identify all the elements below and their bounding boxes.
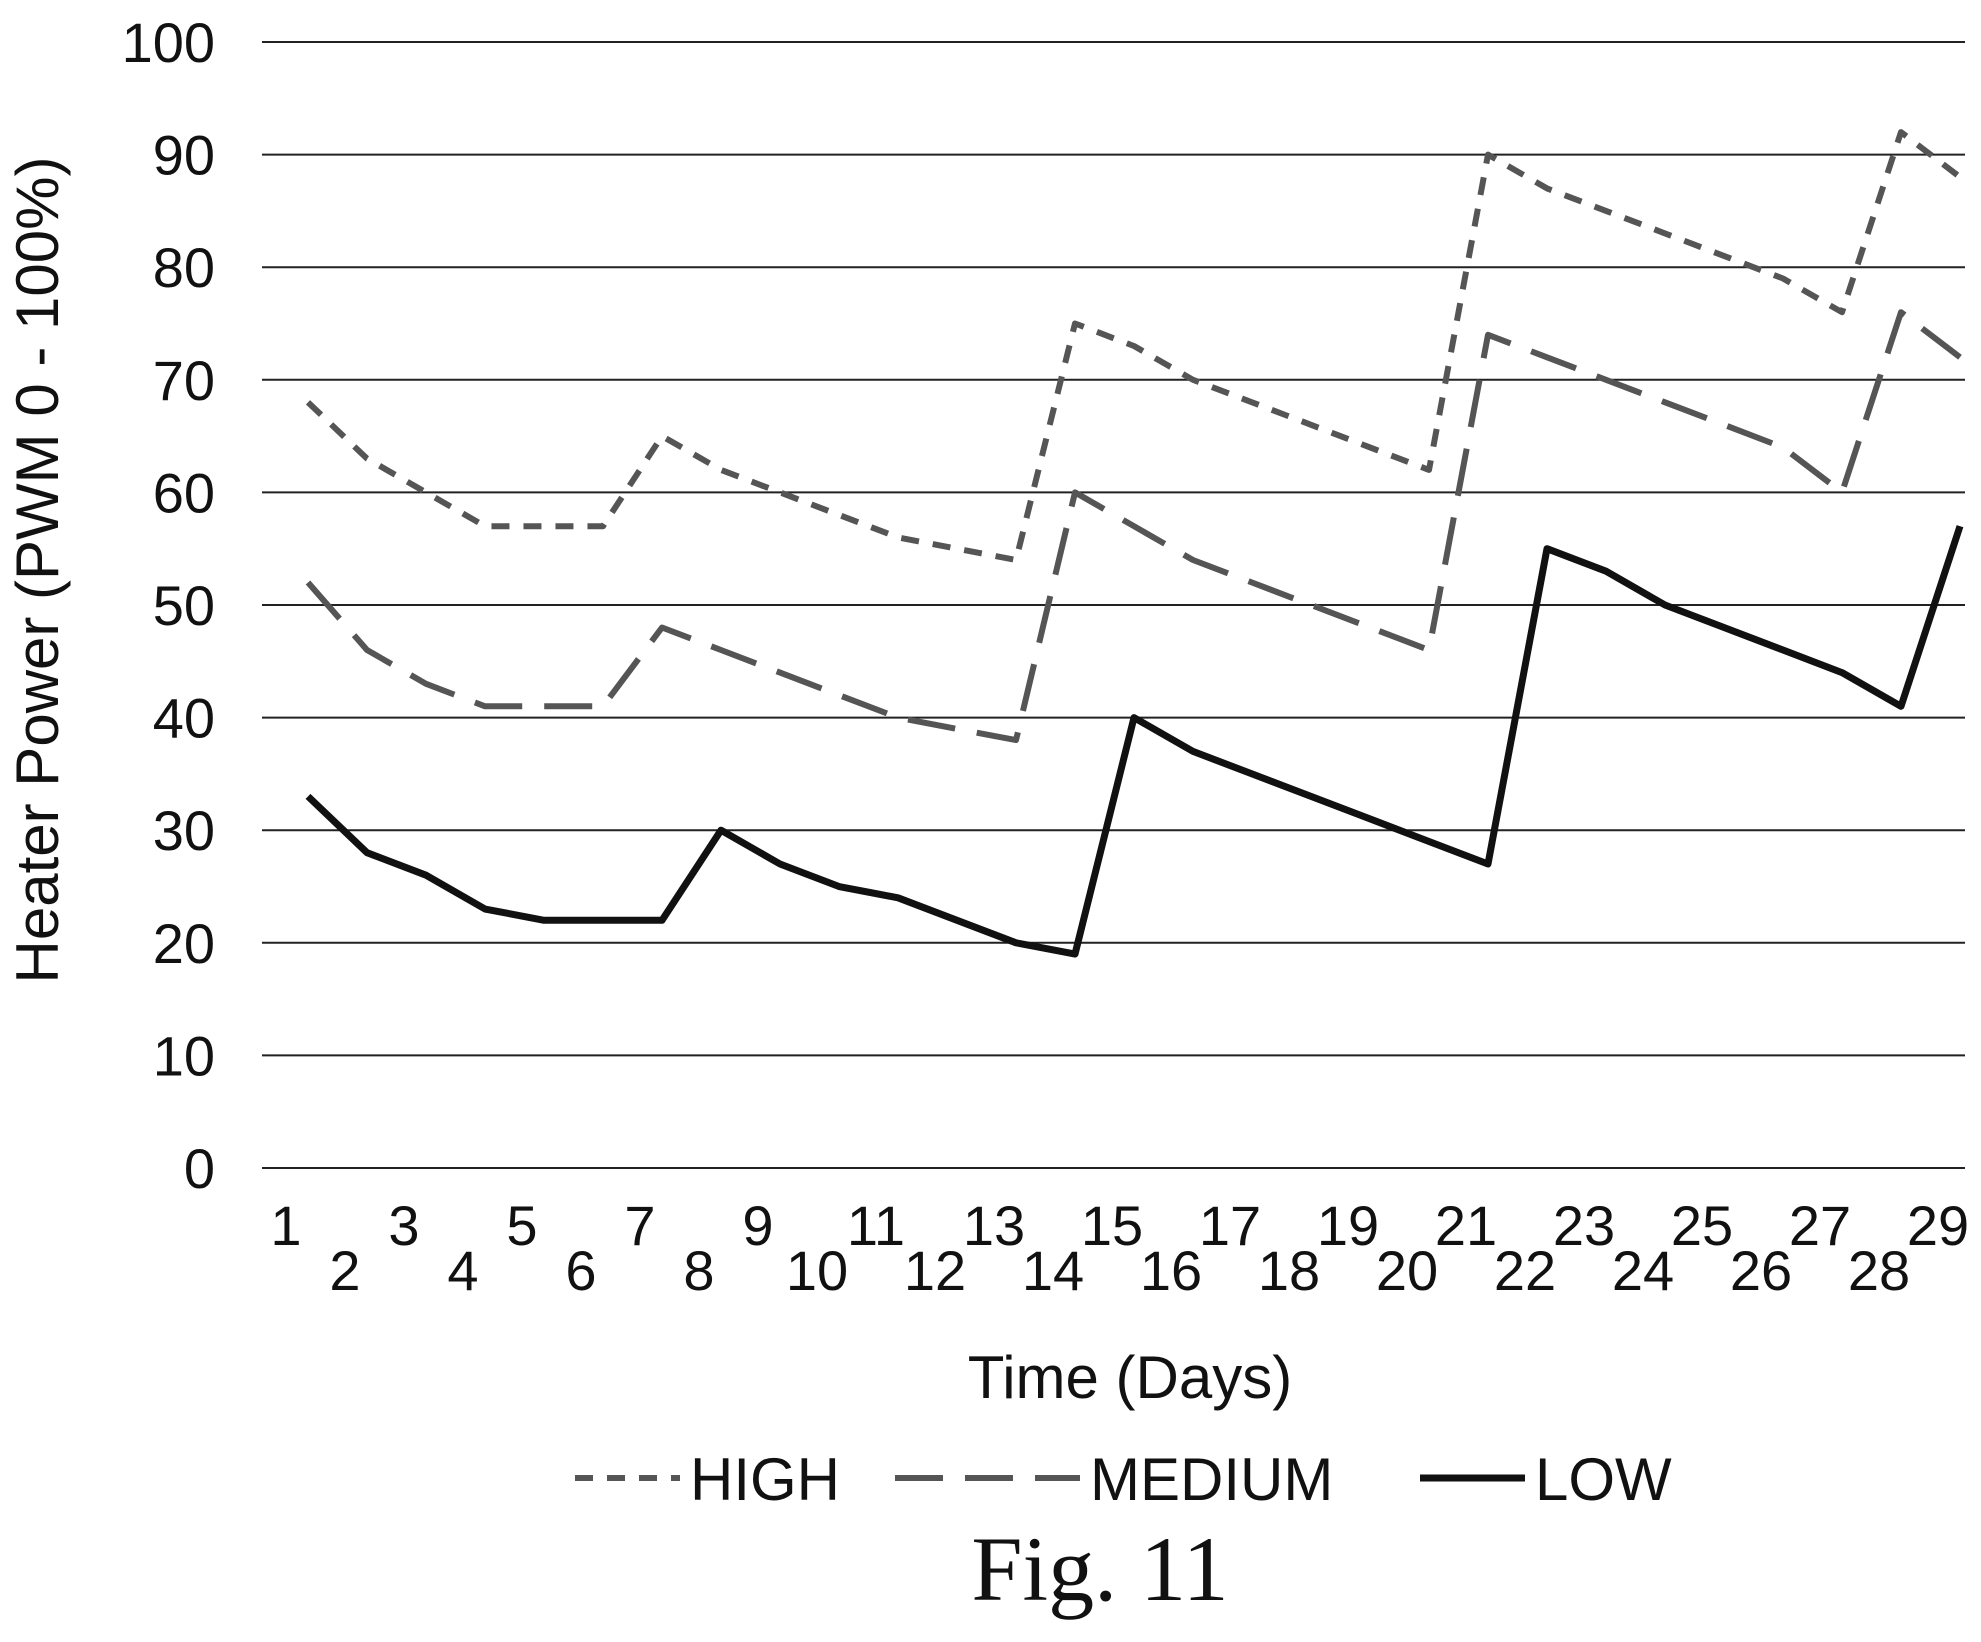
x-tick-label: 10 <box>786 1239 848 1302</box>
x-tick-label: 14 <box>1022 1239 1084 1302</box>
series-line-medium <box>305 309 1962 744</box>
series-lines <box>305 129 1964 958</box>
x-tick-label: 20 <box>1376 1239 1438 1302</box>
x-tick-label: 6 <box>565 1239 596 1302</box>
x-tick-label: 15 <box>1081 1194 1143 1257</box>
x-tick-label: 29 <box>1907 1194 1969 1257</box>
x-tick-label: 11 <box>847 1194 905 1257</box>
y-tick-label: 30 <box>153 799 215 862</box>
x-tick-label: 28 <box>1848 1239 1910 1302</box>
x-tick-label: 27 <box>1789 1194 1851 1257</box>
x-tick-label: 17 <box>1199 1194 1261 1257</box>
y-tick-label: 40 <box>153 687 215 750</box>
legend-label-high: HIGH <box>690 1446 840 1513</box>
y-axis-title: Heater Power (PWM 0 - 100%) <box>4 157 71 984</box>
x-tick-label: 1 <box>270 1194 301 1257</box>
legend-label-low: LOW <box>1535 1446 1672 1513</box>
figure-caption: Fig. 11 <box>971 1518 1228 1620</box>
x-tick-label: 5 <box>506 1194 537 1257</box>
x-tick-label: 16 <box>1140 1239 1202 1302</box>
y-tick-label: 0 <box>184 1137 215 1200</box>
x-tick-label: 2 <box>329 1239 360 1302</box>
x-tick-label: 23 <box>1553 1194 1615 1257</box>
series-line-high <box>305 129 1962 563</box>
x-tick-label: 21 <box>1435 1194 1497 1257</box>
legend-label-medium: MEDIUM <box>1090 1446 1333 1513</box>
x-tick-label: 19 <box>1317 1194 1379 1257</box>
y-tick-label: 90 <box>153 124 215 187</box>
legend: HIGH MEDIUM LOW <box>575 1446 1672 1513</box>
x-tick-label: 7 <box>624 1194 655 1257</box>
y-tick-label: 100 <box>122 11 215 74</box>
x-tick-label: 4 <box>447 1239 478 1302</box>
y-tick-label: 70 <box>153 349 215 412</box>
y-tick-label: 10 <box>153 1024 215 1087</box>
x-tick-label: 22 <box>1494 1239 1556 1302</box>
x-tick-label: 8 <box>683 1239 714 1302</box>
x-tick-label: 13 <box>963 1194 1025 1257</box>
gridlines <box>262 41 1965 1169</box>
x-tick-label: 3 <box>388 1194 419 1257</box>
series-line-low <box>305 525 1964 958</box>
x-tick-label: 18 <box>1258 1239 1320 1302</box>
y-tick-labels: 0 10 20 30 40 50 60 70 80 90 100 <box>122 11 215 1200</box>
x-tick-label: 25 <box>1671 1194 1733 1257</box>
y-tick-label: 80 <box>153 236 215 299</box>
x-tick-label: 24 <box>1612 1239 1674 1302</box>
x-tick-labels: 1234567891011121314151617181920212223242… <box>270 1194 1969 1302</box>
x-tick-label: 12 <box>904 1239 966 1302</box>
x-axis-title: Time (Days) <box>968 1344 1292 1411</box>
y-tick-label: 60 <box>153 461 215 524</box>
y-tick-label: 20 <box>153 912 215 975</box>
x-tick-label: 26 <box>1730 1239 1792 1302</box>
y-tick-label: 50 <box>153 574 215 637</box>
x-tick-label: 9 <box>742 1194 773 1257</box>
